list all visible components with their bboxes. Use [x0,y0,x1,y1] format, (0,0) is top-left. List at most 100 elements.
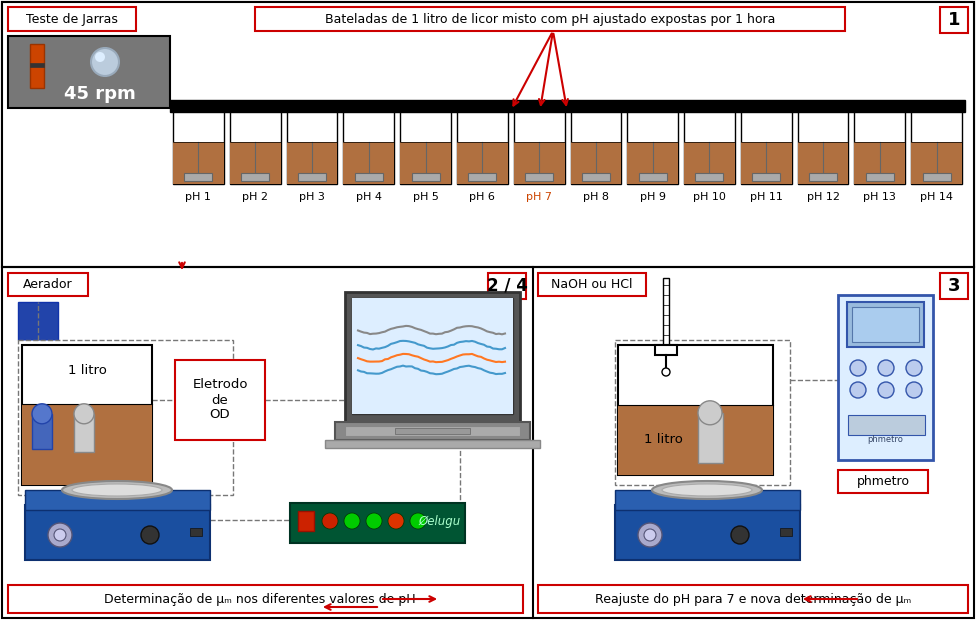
Circle shape [344,513,360,529]
Bar [854,112,905,184]
Bar [838,470,928,493]
Circle shape [410,513,426,529]
Bar [30,44,44,88]
Circle shape [141,526,159,544]
Circle shape [731,526,749,544]
Text: pH 8: pH 8 [583,192,609,202]
Bar [335,422,530,440]
Circle shape [906,382,922,398]
Bar [940,273,968,299]
Bar [488,273,526,299]
Circle shape [906,360,922,376]
Bar [912,142,962,184]
Text: 2 / 4: 2 / 4 [487,277,527,295]
Bar [25,490,210,510]
Bar [290,503,465,543]
Bar [628,112,678,184]
Bar [173,142,224,184]
Text: 1: 1 [948,11,960,29]
Circle shape [662,368,670,376]
Text: pH 14: pH 14 [920,192,954,202]
Circle shape [644,529,656,541]
Bar [8,7,136,31]
Bar [400,112,451,184]
Text: Determinação de μₘ nos diferentes valores de pH: Determinação de μₘ nos diferentes valore… [104,593,416,606]
Bar [571,142,622,184]
Bar [287,142,338,184]
Text: pH 6: pH 6 [469,192,495,202]
Ellipse shape [72,484,162,496]
Bar [352,298,513,414]
Bar [32,414,52,449]
Bar [30,63,44,67]
Bar [854,142,905,184]
Text: 1 litro: 1 litro [643,433,682,446]
Bar [345,292,520,422]
Bar [287,112,338,184]
Bar [741,112,792,184]
Text: pH 1: pH 1 [185,192,212,202]
Bar [852,307,919,342]
Bar [8,36,170,108]
Ellipse shape [62,481,172,499]
Bar [513,142,564,184]
Text: pH 7: pH 7 [526,192,552,202]
Text: pH 13: pH 13 [864,192,896,202]
Text: pH 2: pH 2 [242,192,268,202]
Bar [325,440,540,448]
Bar [615,490,800,510]
Bar [809,173,837,181]
Text: pH 4: pH 4 [355,192,382,202]
Bar [922,173,951,181]
Bar [170,100,965,112]
Circle shape [91,48,119,76]
Circle shape [32,404,52,424]
Bar [298,511,314,531]
Ellipse shape [662,484,752,496]
Circle shape [322,513,338,529]
Bar [628,142,678,184]
Text: Eletrodo
de
OD: Eletrodo de OD [192,378,248,422]
Bar [412,173,439,181]
Text: 45 rpm: 45 rpm [64,85,136,103]
Bar [22,404,152,485]
Bar [847,302,924,347]
Circle shape [850,382,866,398]
Bar [352,298,513,414]
Bar [866,173,894,181]
Bar [618,405,773,475]
Text: pH 5: pH 5 [413,192,438,202]
Bar [22,345,152,485]
Text: 3: 3 [948,277,960,295]
Circle shape [54,529,66,541]
Bar [797,142,848,184]
Circle shape [850,360,866,376]
Circle shape [95,52,105,62]
Text: pH 3: pH 3 [299,192,325,202]
Bar [25,505,210,560]
Bar [684,142,735,184]
Text: Øelugu: Øelugu [419,515,461,528]
Bar [229,112,280,184]
Circle shape [638,523,662,547]
Text: pH 9: pH 9 [639,192,666,202]
Bar [344,112,394,184]
Bar [663,278,669,358]
Bar [400,142,451,184]
Bar [298,173,326,181]
Bar [8,273,88,296]
Circle shape [698,401,722,425]
Text: 1 litro: 1 litro [67,363,106,376]
Bar [538,585,968,613]
Bar [344,142,394,184]
Bar [18,302,58,340]
Circle shape [388,513,404,529]
Circle shape [878,360,894,376]
Bar [175,360,265,440]
Bar [696,173,723,181]
Bar [513,112,564,184]
Bar [940,7,968,33]
Bar [173,112,224,184]
Text: Aerador: Aerador [23,278,73,291]
Bar [8,585,523,613]
